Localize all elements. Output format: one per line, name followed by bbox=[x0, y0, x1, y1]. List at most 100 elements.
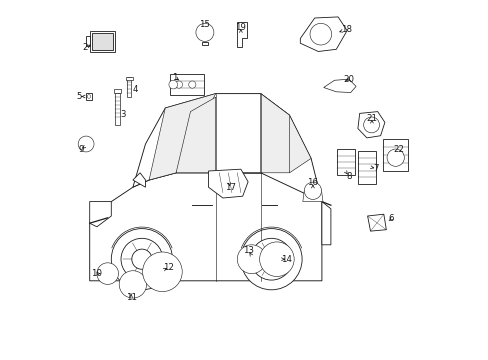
Text: 13: 13 bbox=[242, 246, 253, 255]
FancyBboxPatch shape bbox=[115, 93, 120, 125]
Polygon shape bbox=[300, 17, 346, 51]
Text: 21: 21 bbox=[366, 113, 377, 122]
Circle shape bbox=[159, 268, 166, 275]
Circle shape bbox=[249, 257, 254, 262]
Circle shape bbox=[101, 266, 115, 281]
Text: 17: 17 bbox=[224, 184, 235, 192]
Circle shape bbox=[154, 264, 170, 280]
Circle shape bbox=[168, 80, 177, 89]
Text: 20: 20 bbox=[343, 75, 354, 84]
Circle shape bbox=[363, 117, 379, 133]
Circle shape bbox=[130, 282, 135, 287]
Circle shape bbox=[87, 95, 91, 98]
FancyBboxPatch shape bbox=[383, 139, 407, 171]
Text: 8: 8 bbox=[346, 172, 351, 181]
Circle shape bbox=[202, 30, 207, 35]
Polygon shape bbox=[176, 97, 215, 173]
Polygon shape bbox=[260, 94, 289, 173]
FancyBboxPatch shape bbox=[127, 77, 131, 97]
Circle shape bbox=[104, 270, 111, 277]
Circle shape bbox=[250, 238, 292, 280]
Polygon shape bbox=[321, 202, 330, 245]
Circle shape bbox=[148, 258, 176, 285]
Text: 18: 18 bbox=[340, 25, 351, 34]
Circle shape bbox=[111, 229, 172, 290]
Polygon shape bbox=[260, 94, 310, 173]
FancyBboxPatch shape bbox=[358, 151, 375, 184]
Circle shape bbox=[304, 182, 321, 199]
Circle shape bbox=[121, 238, 163, 280]
FancyBboxPatch shape bbox=[92, 33, 113, 50]
Circle shape bbox=[273, 256, 279, 262]
Circle shape bbox=[161, 270, 163, 273]
Circle shape bbox=[127, 279, 138, 289]
Circle shape bbox=[314, 28, 326, 41]
Polygon shape bbox=[133, 173, 145, 187]
Circle shape bbox=[392, 155, 397, 160]
Polygon shape bbox=[89, 202, 111, 227]
FancyBboxPatch shape bbox=[125, 77, 133, 80]
Circle shape bbox=[317, 31, 323, 37]
Text: 11: 11 bbox=[125, 292, 136, 302]
Text: 22: 22 bbox=[392, 145, 403, 154]
Polygon shape bbox=[208, 169, 247, 198]
Text: 7: 7 bbox=[373, 164, 378, 173]
Circle shape bbox=[241, 229, 302, 290]
Text: 1: 1 bbox=[172, 73, 178, 82]
Circle shape bbox=[307, 186, 317, 196]
Text: 5: 5 bbox=[76, 92, 81, 101]
Circle shape bbox=[175, 81, 182, 88]
FancyBboxPatch shape bbox=[169, 74, 203, 95]
FancyBboxPatch shape bbox=[85, 93, 92, 100]
Text: 6: 6 bbox=[388, 214, 393, 223]
Circle shape bbox=[368, 123, 373, 127]
Circle shape bbox=[84, 142, 88, 146]
Circle shape bbox=[261, 249, 281, 269]
FancyBboxPatch shape bbox=[114, 89, 121, 93]
Circle shape bbox=[119, 271, 146, 298]
Text: 15: 15 bbox=[199, 20, 210, 29]
Circle shape bbox=[309, 23, 331, 45]
Text: 3: 3 bbox=[120, 110, 126, 119]
Circle shape bbox=[246, 254, 257, 265]
FancyBboxPatch shape bbox=[336, 149, 355, 175]
Circle shape bbox=[123, 275, 142, 294]
Polygon shape bbox=[357, 112, 384, 138]
Polygon shape bbox=[323, 79, 355, 93]
Text: 2: 2 bbox=[82, 43, 88, 52]
Text: 10: 10 bbox=[91, 269, 102, 278]
FancyBboxPatch shape bbox=[201, 42, 208, 45]
Polygon shape bbox=[367, 214, 386, 231]
Polygon shape bbox=[236, 22, 246, 47]
Circle shape bbox=[132, 249, 152, 269]
FancyBboxPatch shape bbox=[89, 31, 115, 52]
Text: 14: 14 bbox=[281, 255, 292, 264]
Circle shape bbox=[389, 152, 400, 163]
Polygon shape bbox=[89, 173, 321, 281]
Circle shape bbox=[196, 23, 213, 41]
Text: 19: 19 bbox=[235, 22, 246, 31]
Polygon shape bbox=[133, 94, 321, 202]
Circle shape bbox=[97, 263, 118, 284]
Circle shape bbox=[78, 136, 94, 152]
Circle shape bbox=[199, 27, 210, 38]
Polygon shape bbox=[302, 191, 322, 202]
Polygon shape bbox=[149, 94, 215, 180]
Circle shape bbox=[366, 120, 375, 130]
Text: 9: 9 bbox=[78, 145, 83, 154]
Circle shape bbox=[386, 149, 404, 166]
Circle shape bbox=[264, 247, 288, 271]
Text: 16: 16 bbox=[307, 178, 318, 187]
Circle shape bbox=[242, 249, 261, 269]
FancyBboxPatch shape bbox=[85, 36, 90, 46]
Circle shape bbox=[106, 272, 109, 275]
Circle shape bbox=[275, 258, 277, 260]
Circle shape bbox=[81, 139, 91, 149]
Circle shape bbox=[142, 252, 182, 292]
Text: 12: 12 bbox=[163, 263, 174, 271]
Circle shape bbox=[188, 81, 196, 88]
Circle shape bbox=[310, 189, 314, 193]
Text: 4: 4 bbox=[133, 85, 138, 94]
Circle shape bbox=[237, 245, 265, 274]
Circle shape bbox=[270, 253, 283, 266]
